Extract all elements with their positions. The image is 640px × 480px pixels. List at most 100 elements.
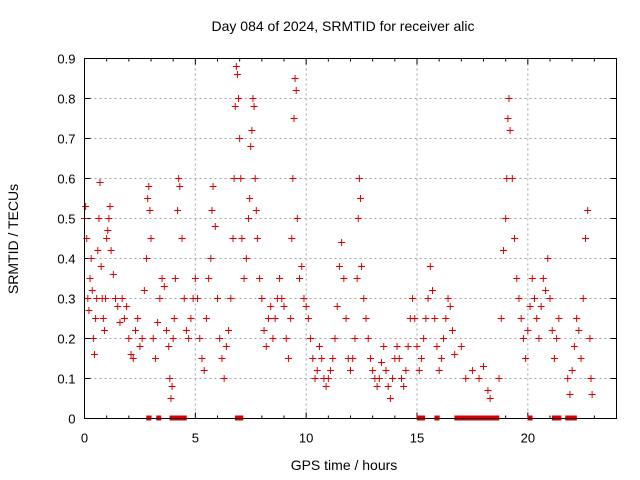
data-point bbox=[579, 295, 587, 302]
data-point bbox=[397, 375, 405, 382]
data-point bbox=[324, 375, 332, 382]
data-point bbox=[355, 175, 363, 182]
data-point bbox=[240, 275, 248, 282]
data-point bbox=[413, 343, 421, 350]
data-point bbox=[114, 303, 122, 310]
data-point bbox=[105, 215, 113, 222]
data-point bbox=[269, 335, 277, 342]
data-point bbox=[296, 275, 304, 282]
data-point bbox=[123, 303, 131, 310]
x-tick-label: 20 bbox=[521, 431, 535, 446]
data-point bbox=[468, 367, 476, 374]
data-point bbox=[165, 343, 173, 350]
data-point bbox=[170, 315, 178, 322]
data-point bbox=[131, 327, 139, 334]
data-point bbox=[127, 351, 135, 358]
data-point bbox=[214, 295, 221, 302]
data-point bbox=[442, 315, 450, 322]
data-point bbox=[533, 315, 541, 322]
data-point bbox=[163, 327, 171, 334]
data-point bbox=[366, 355, 374, 362]
data-point bbox=[522, 355, 530, 362]
data-point bbox=[524, 327, 532, 334]
data-point bbox=[378, 359, 386, 366]
data-point bbox=[497, 315, 505, 322]
data-point bbox=[444, 295, 452, 302]
data-point bbox=[375, 375, 383, 382]
data-point bbox=[331, 335, 339, 342]
data-point bbox=[106, 203, 114, 210]
data-point bbox=[167, 395, 175, 402]
data-point bbox=[553, 335, 561, 342]
data-point bbox=[180, 295, 188, 302]
data-point bbox=[300, 295, 308, 302]
data-point bbox=[577, 355, 585, 362]
data-point bbox=[511, 235, 519, 242]
data-point bbox=[196, 335, 204, 342]
data-point bbox=[94, 247, 102, 254]
data-point bbox=[95, 215, 103, 222]
data-point bbox=[550, 355, 558, 362]
data-point bbox=[282, 335, 290, 342]
data-point bbox=[216, 335, 224, 342]
data-point bbox=[555, 315, 563, 322]
data-point bbox=[451, 351, 459, 358]
data-point bbox=[340, 275, 348, 282]
data-point bbox=[517, 315, 525, 322]
data-point bbox=[262, 343, 270, 350]
data-point bbox=[232, 63, 240, 70]
data-point bbox=[333, 303, 341, 310]
data-point bbox=[134, 315, 142, 322]
data-point bbox=[402, 367, 410, 374]
data-point bbox=[484, 387, 492, 394]
y-axis-label: SRMTID / TECUs bbox=[5, 184, 21, 294]
data-point bbox=[505, 95, 513, 102]
data-point bbox=[462, 375, 470, 382]
data-point bbox=[205, 275, 213, 282]
data-point bbox=[298, 263, 306, 270]
data-point bbox=[218, 355, 226, 362]
data-point bbox=[278, 295, 286, 302]
data-point bbox=[118, 295, 126, 302]
y-tick-label: 0.1 bbox=[57, 372, 75, 387]
data-point bbox=[160, 283, 168, 290]
data-point bbox=[246, 195, 254, 202]
data-point bbox=[382, 367, 390, 374]
data-point bbox=[194, 295, 202, 302]
data-point bbox=[154, 319, 162, 326]
data-point bbox=[230, 175, 238, 182]
data-point bbox=[313, 367, 321, 374]
data-point bbox=[587, 375, 595, 382]
y-tick-label: 0 bbox=[68, 412, 75, 427]
data-point bbox=[247, 143, 255, 150]
data-point bbox=[448, 327, 456, 334]
data-point bbox=[149, 335, 157, 342]
data-point bbox=[233, 71, 241, 78]
data-point bbox=[384, 383, 392, 390]
data-point bbox=[211, 223, 219, 230]
data-point bbox=[229, 235, 237, 242]
data-point bbox=[104, 227, 112, 234]
data-point bbox=[566, 391, 574, 398]
data-point bbox=[440, 335, 448, 342]
data-point bbox=[415, 367, 423, 374]
data-point bbox=[248, 127, 256, 134]
data-point bbox=[136, 343, 144, 350]
data-point bbox=[329, 355, 337, 362]
data-point bbox=[208, 207, 216, 214]
grid bbox=[84, 58, 617, 419]
data-point bbox=[84, 295, 92, 302]
data-point bbox=[431, 315, 439, 322]
data-point bbox=[437, 355, 445, 362]
data-point bbox=[144, 195, 152, 202]
data-point bbox=[178, 235, 186, 242]
chart-title: Day 084 of 2024, SRMTID for receiver ali… bbox=[212, 18, 475, 34]
data-point bbox=[429, 287, 437, 294]
data-point bbox=[249, 95, 257, 102]
data-point bbox=[335, 263, 343, 270]
data-point bbox=[225, 327, 233, 334]
data-point bbox=[231, 103, 239, 110]
data-point bbox=[97, 263, 105, 270]
y-tick-label: 0.5 bbox=[57, 212, 75, 227]
data-point bbox=[200, 367, 208, 374]
